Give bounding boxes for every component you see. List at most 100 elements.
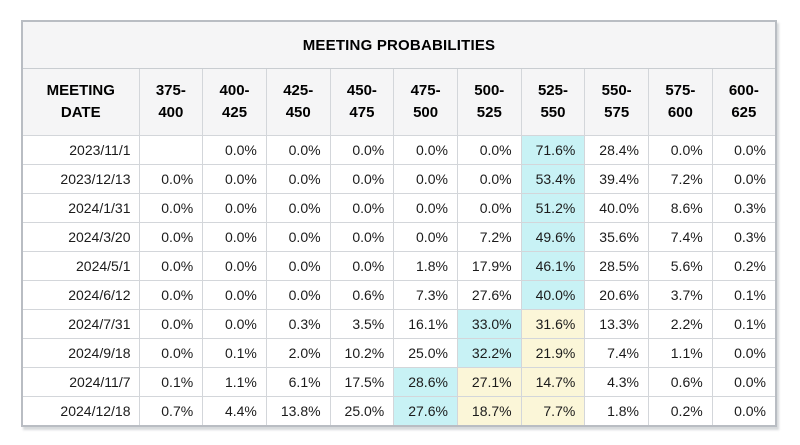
probability-cell: 40.0% bbox=[584, 193, 649, 223]
table-row: 2024/12/18 0.7% 4.4% 13.8% 25.0% 27.6% 18.7% 7.… bbox=[21, 396, 777, 427]
probability-cell: 32.2% bbox=[456, 338, 522, 368]
probability-cell: 0.0% bbox=[138, 280, 204, 310]
column-header-rate-range: 525- 550 bbox=[520, 68, 586, 136]
column-header-rate-range: 475- 500 bbox=[393, 68, 458, 136]
column-header-rate-range: 575- 600 bbox=[648, 68, 713, 136]
meeting-date-cell: 2024/12/18 bbox=[21, 396, 140, 427]
probability-cell: 0.0% bbox=[202, 309, 267, 339]
probability-cell: 0.0% bbox=[711, 135, 777, 165]
probability-cell: 0.0% bbox=[711, 338, 777, 368]
table-row: 2023/12/13 0.0% 0.0% 0.0% 0.0% 0.0% 0.0% 53.4% 3… bbox=[21, 164, 777, 194]
probability-cell: 0.0% bbox=[265, 164, 331, 194]
probability-cell: 0.2% bbox=[711, 251, 777, 281]
probability-cell: 0.0% bbox=[329, 251, 395, 281]
probability-cell: 0.0% bbox=[393, 193, 458, 223]
probability-cell: 0.0% bbox=[202, 280, 267, 310]
probability-cell: 0.0% bbox=[329, 135, 395, 165]
probability-cell: 40.0% bbox=[520, 280, 586, 310]
table-body: 2023/11/1 0.0% 0.0% 0.0% 0.0% 0.0% 71.6% 28.4% 0… bbox=[21, 135, 777, 427]
probability-cell: 20.6% bbox=[584, 280, 649, 310]
probability-cell: 0.0% bbox=[202, 251, 267, 281]
probability-cell: 0.0% bbox=[202, 222, 267, 252]
meeting-date-cell: 2023/12/13 bbox=[21, 164, 140, 194]
probability-cell: 0.0% bbox=[265, 222, 331, 252]
probability-cell: 27.6% bbox=[456, 280, 522, 310]
probability-cell: 1.1% bbox=[202, 367, 267, 397]
probability-cell: 0.3% bbox=[711, 193, 777, 223]
table-container: MEETING PROBABILITIES MEETING DATE 375- … bbox=[21, 20, 777, 427]
probability-cell: 8.6% bbox=[648, 193, 713, 223]
meeting-date-cell: 2024/9/18 bbox=[21, 338, 140, 368]
probability-cell: 28.4% bbox=[584, 135, 649, 165]
probability-cell: 7.2% bbox=[648, 164, 713, 194]
probability-cell: 3.7% bbox=[648, 280, 713, 310]
probability-cell: 7.4% bbox=[648, 222, 713, 252]
probability-cell: 0.0% bbox=[265, 251, 331, 281]
probability-cell: 7.2% bbox=[456, 222, 522, 252]
probability-cell: 21.9% bbox=[520, 338, 586, 368]
probability-cell: 0.0% bbox=[329, 193, 395, 223]
probability-cell: 0.0% bbox=[138, 338, 204, 368]
table-row: 2024/1/31 0.0% 0.0% 0.0% 0.0% 0.0% 0.0% 51.2% 40… bbox=[21, 193, 777, 223]
probability-cell: 4.4% bbox=[202, 396, 267, 427]
probability-cell: 0.0% bbox=[202, 193, 267, 223]
probability-cell: 17.5% bbox=[329, 367, 395, 397]
column-header-rate-range: 550- 575 bbox=[584, 68, 649, 136]
probability-cell: 0.0% bbox=[138, 222, 204, 252]
probability-cell: 17.9% bbox=[456, 251, 522, 281]
table-row: 2024/5/1 0.0% 0.0% 0.0% 0.0% 1.8% 17.9% 46.1% 28… bbox=[21, 251, 777, 281]
probability-cell: 0.6% bbox=[329, 280, 395, 310]
probability-cell: 0.0% bbox=[711, 396, 777, 427]
probability-cell: 0.0% bbox=[265, 280, 331, 310]
table-row: 2024/9/18 0.0% 0.1% 2.0% 10.2% 25.0% 32.2% 21.9… bbox=[21, 338, 777, 368]
probability-cell: 0.1% bbox=[202, 338, 267, 368]
column-header-rate-range: 450- 475 bbox=[329, 68, 395, 136]
probability-cell: 27.6% bbox=[393, 396, 458, 427]
probability-cell: 5.6% bbox=[648, 251, 713, 281]
probability-cell: 0.2% bbox=[648, 396, 713, 427]
column-header-rate-range: 600- 625 bbox=[711, 68, 777, 136]
probability-cell: 71.6% bbox=[520, 135, 586, 165]
meeting-date-cell: 2024/6/12 bbox=[21, 280, 140, 310]
probability-cell: 7.4% bbox=[584, 338, 649, 368]
probability-cell: 1.8% bbox=[584, 396, 649, 427]
meeting-date-cell: 2024/11/7 bbox=[21, 367, 140, 397]
probability-cell: 0.1% bbox=[138, 367, 204, 397]
probability-cell: 0.1% bbox=[711, 280, 777, 310]
probability-cell: 0.0% bbox=[393, 164, 458, 194]
probability-cell: 0.0% bbox=[329, 222, 395, 252]
probability-cell: 0.0% bbox=[648, 135, 713, 165]
meeting-date-cell: 2024/1/31 bbox=[21, 193, 140, 223]
probability-cell: 33.0% bbox=[456, 309, 522, 339]
probability-cell: 7.3% bbox=[393, 280, 458, 310]
probability-cell: 13.3% bbox=[584, 309, 649, 339]
meeting-probabilities-table: MEETING PROBABILITIES MEETING DATE 375- … bbox=[21, 20, 777, 427]
probability-cell: 27.1% bbox=[456, 367, 522, 397]
probability-cell: 7.7% bbox=[520, 396, 586, 427]
probability-cell: 10.2% bbox=[329, 338, 395, 368]
column-header-rate-range: 400- 425 bbox=[202, 68, 267, 136]
probability-cell: 39.4% bbox=[584, 164, 649, 194]
column-header-rate-range: 500- 525 bbox=[456, 68, 522, 136]
probability-cell bbox=[138, 135, 204, 165]
table-row: 2024/3/20 0.0% 0.0% 0.0% 0.0% 0.0% 7.2% 49.6% 35… bbox=[21, 222, 777, 252]
probability-cell: 6.1% bbox=[265, 367, 331, 397]
probability-cell: 35.6% bbox=[584, 222, 649, 252]
probability-cell: 31.6% bbox=[520, 309, 586, 339]
probability-cell: 0.7% bbox=[138, 396, 204, 427]
probability-cell: 0.6% bbox=[648, 367, 713, 397]
probability-cell: 53.4% bbox=[520, 164, 586, 194]
probability-cell: 0.0% bbox=[393, 135, 458, 165]
probability-cell: 0.0% bbox=[456, 193, 522, 223]
probability-cell: 0.0% bbox=[265, 193, 331, 223]
probability-cell: 16.1% bbox=[393, 309, 458, 339]
probability-cell: 28.6% bbox=[393, 367, 458, 397]
column-header-meeting-date: MEETING DATE bbox=[21, 68, 140, 136]
probability-cell: 0.0% bbox=[138, 251, 204, 281]
table-row: 2023/11/1 0.0% 0.0% 0.0% 0.0% 0.0% 71.6% 28.4% 0… bbox=[21, 135, 777, 165]
probability-cell: 14.7% bbox=[520, 367, 586, 397]
table-row: 2024/6/12 0.0% 0.0% 0.0% 0.6% 7.3% 27.6% 40.0% 2… bbox=[21, 280, 777, 310]
probability-cell: 2.0% bbox=[265, 338, 331, 368]
probability-cell: 0.0% bbox=[711, 164, 777, 194]
